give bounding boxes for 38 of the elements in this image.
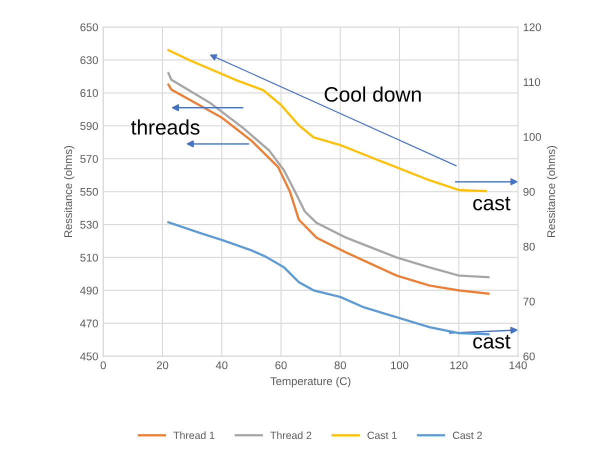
y-axis-title: Ressitance (ohms) bbox=[64, 146, 74, 238]
x-tick-label: 80 bbox=[334, 361, 346, 370]
y2-tick-label: 60 bbox=[523, 352, 535, 360]
y-tick-label: 570 bbox=[80, 154, 98, 163]
x-tick-label: 20 bbox=[156, 361, 168, 370]
x-tick-label: 60 bbox=[275, 361, 287, 370]
y-tick-label: 650 bbox=[80, 23, 98, 32]
y-tick-label: 530 bbox=[80, 220, 98, 229]
y2-tick-label: 70 bbox=[523, 298, 535, 306]
x-tick-label: 0 bbox=[100, 361, 106, 370]
y-tick-label: 510 bbox=[80, 254, 98, 262]
x-tick-label: 120 bbox=[450, 361, 468, 370]
y-tick-label: 630 bbox=[80, 56, 98, 64]
legend-label: Cast 1 bbox=[368, 432, 397, 440]
line-series bbox=[167, 221, 490, 336]
y2-tick-label: 110 bbox=[524, 78, 540, 86]
y2-tick-label: 100 bbox=[524, 133, 541, 141]
y-tick-label: 550 bbox=[80, 188, 98, 196]
x-axis-title: Temperature (C) bbox=[270, 376, 350, 388]
y2-tick-label: 120 bbox=[524, 23, 541, 32]
legend-label: Thread 2 bbox=[270, 431, 312, 440]
annotation: cast bbox=[473, 196, 510, 210]
x-tick-label: 100 bbox=[391, 361, 408, 370]
legend-label: Cast 2 bbox=[452, 432, 482, 440]
y-tick-label: 490 bbox=[80, 286, 98, 294]
y2-axis-title: Ressitance (ohms) bbox=[546, 146, 558, 238]
y-tick-label: 470 bbox=[80, 320, 98, 328]
y-tick-label: 610 bbox=[80, 89, 98, 98]
legend-label: Thread 1 bbox=[173, 431, 214, 440]
x-tick-label: 140 bbox=[510, 361, 527, 370]
annotation: threads bbox=[131, 119, 200, 135]
y2-tick-label: 90 bbox=[523, 188, 535, 196]
annotation: cast bbox=[473, 334, 510, 349]
y-tick-label: 450 bbox=[80, 352, 98, 360]
y-tick-label: 590 bbox=[80, 122, 98, 130]
annotation: Cool down bbox=[324, 86, 421, 102]
y2-tick-label: 80 bbox=[523, 242, 535, 251]
x-tick-label: 40 bbox=[216, 361, 228, 370]
